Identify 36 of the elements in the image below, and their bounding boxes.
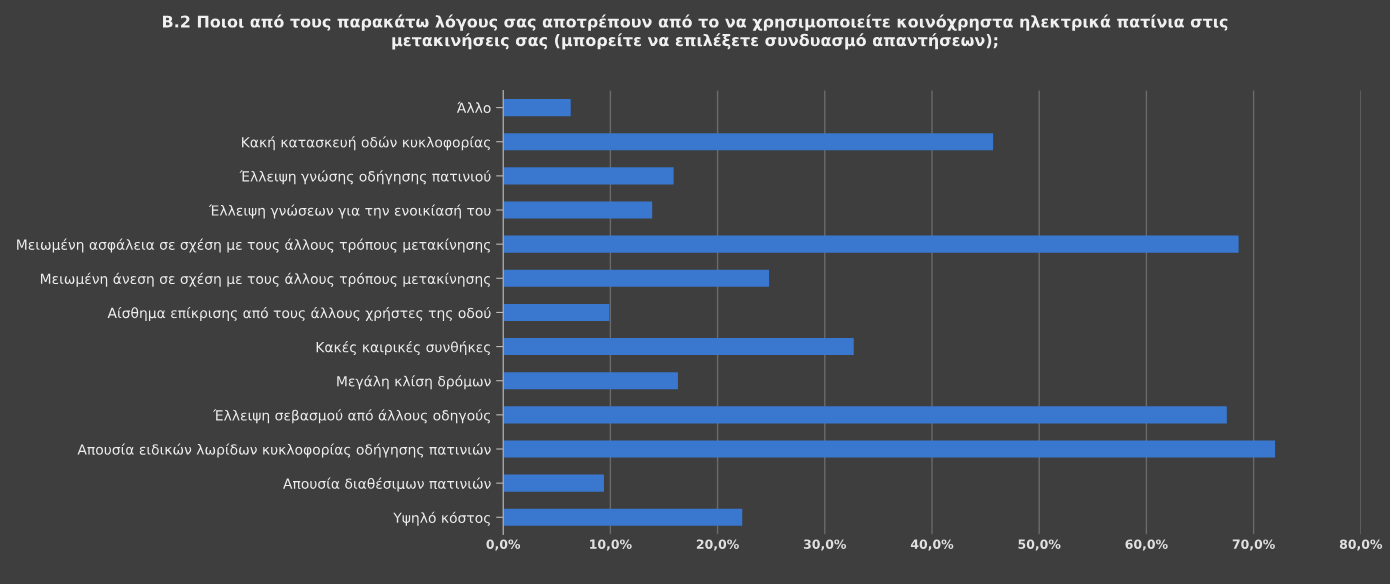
bar: [503, 235, 1239, 253]
y-tick-label: Έλλειψη γνώσεων για την ενοικίασή του: [208, 204, 491, 219]
y-tick-label: Κακές καιρικές συνθήκες: [316, 341, 490, 356]
bar: [503, 269, 770, 287]
bar: [503, 303, 610, 321]
x-tick-label: 20,0%: [696, 539, 739, 551]
bar: [503, 372, 678, 390]
bar: [503, 440, 1276, 458]
y-tick-label: Μεγάλη κλίση δρόμων: [337, 375, 491, 390]
x-tick-label: 80,0%: [1339, 539, 1383, 551]
x-tick-label: 10,0%: [590, 539, 632, 551]
y-tick-label: Απουσία διαθέσιμων πατινιών: [283, 477, 491, 492]
x-tick-label: 50,0%: [1018, 539, 1061, 551]
bar: [503, 99, 571, 117]
x-tick-label: 40,0%: [910, 539, 954, 551]
x-tick-label: 0,0%: [486, 539, 521, 551]
bar: [503, 133, 994, 151]
x-tick-label: 60,0%: [1125, 539, 1168, 551]
y-tick-label: Κακή κατασκευή οδών κυκλοφορίας: [242, 136, 490, 151]
x-tick-label: 70,0%: [1232, 539, 1275, 551]
y-tick-label: Μειωμένη ασφάλεια σε σχέση με τους άλλους τρόπους μετακίνησης: [17, 238, 491, 253]
bar: [503, 474, 604, 492]
y-tick-label: Υψηλό κόστος: [393, 511, 490, 526]
y-tick-label: Αίσθημα επίκρισης από τους άλλους χρήστες της οδού: [107, 306, 491, 321]
x-tick-label: 30,0%: [803, 539, 847, 551]
bar: [503, 167, 674, 185]
y-tick-label: Έλλειψη σεβασμού από άλλους οδηγούς: [213, 409, 490, 424]
bar: [503, 201, 653, 219]
bar: [503, 338, 854, 356]
y-tick-label: Έλλειψη γνώσης οδήγησης πατινιού: [239, 170, 491, 185]
y-tick-label: Απουσία ειδικών λωρίδων κυκλοφορίας οδήγησης πατινιών: [77, 443, 491, 458]
bar: [503, 406, 1227, 424]
chart-title: B.2 Ποιοι από τους παρακάτω λόγους σας αποτρέπουν από το να χρησιμοποιείτε κοινόχρηστα ηλεκτρικά πατίνια στις μετακινήσεις σας (μπορείτε να επιλέξετε συνδυασμό απαντήσεων);: [163, 14, 1228, 50]
y-tick-label: Άλλο: [456, 101, 491, 114]
bar: [503, 508, 743, 526]
y-tick-label: Μειωμένη άνεση σε σχέση με τους άλλους τρόπους μετακίνησης: [40, 272, 491, 287]
